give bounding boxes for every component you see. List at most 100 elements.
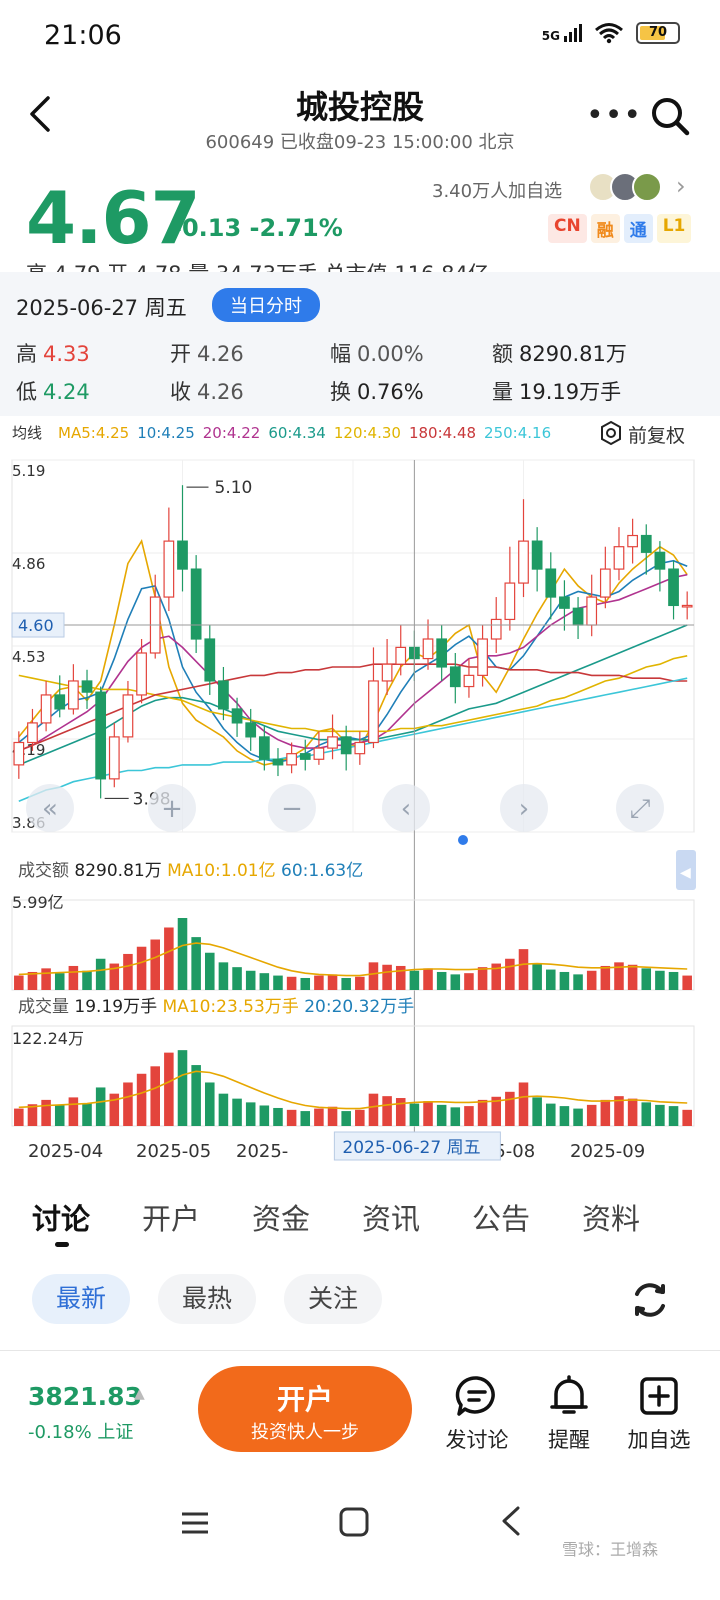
reminder-button[interactable]: 提醒: [524, 1374, 614, 1454]
amount-bar: [368, 962, 379, 990]
amount-bar: [300, 977, 311, 990]
follower-avatars[interactable]: [588, 172, 662, 202]
stat-label: 幅: [330, 342, 351, 366]
search-icon[interactable]: [648, 94, 692, 138]
chevron-right-icon[interactable]: ›: [676, 172, 686, 200]
home-icon[interactable]: [338, 1506, 370, 1538]
add-watchlist-button[interactable]: 加自选: [614, 1374, 704, 1454]
tab-5[interactable]: 资料: [582, 1202, 641, 1236]
candle-body: [163, 540, 175, 598]
fullscreen-icon-glyph: ⤢: [630, 794, 651, 824]
stat-label: 换: [330, 380, 351, 404]
amount-header-part: MA10:1.01亿: [162, 861, 276, 881]
candle: [231, 697, 243, 737]
candle-body: [681, 604, 693, 608]
candle: [668, 560, 679, 620]
more-dots-icon[interactable]: •••: [586, 98, 643, 133]
post-discussion-button[interactable]: 发讨论: [432, 1374, 522, 1454]
zoom-out-left-icon-bg: [26, 784, 74, 832]
candle-body: [627, 534, 638, 548]
candle-body: [654, 551, 666, 570]
candle: [177, 485, 188, 592]
open-account-button[interactable]: [198, 1366, 412, 1452]
amount-bar: [614, 962, 624, 990]
candle: [40, 680, 52, 732]
index-value[interactable]: 3821.83: [28, 1382, 142, 1411]
open-account-title: 开户: [276, 1383, 333, 1416]
quote-summary-row: 高 4.79 开 4.78 量 34.73万手 总市值 116.84亿: [26, 258, 489, 272]
filter-pill-1[interactable]: 最热: [158, 1274, 257, 1324]
amount-bar: [177, 918, 188, 990]
battery-icon: 70: [636, 22, 680, 44]
zoom-out-left-icon-glyph: «: [42, 794, 58, 824]
amount-bar: [546, 969, 556, 990]
amount-bar: [573, 974, 583, 990]
intraday-button[interactable]: 当日分时: [212, 288, 320, 322]
candle: [122, 680, 134, 743]
candle: [545, 552, 557, 620]
market-badge: L1: [656, 214, 692, 243]
amount-bar: [245, 970, 256, 990]
filter-pill-0[interactable]: 最新: [32, 1274, 131, 1324]
candle: [586, 574, 598, 637]
tab-3[interactable]: 资讯: [362, 1202, 421, 1236]
tab-4[interactable]: 公告: [472, 1202, 531, 1236]
index-change[interactable]: -0.18% 上证: [28, 1418, 133, 1444]
candle: [340, 725, 352, 771]
watch-count[interactable]: 3.40万人加自选: [432, 181, 563, 202]
adjust-settings-icon[interactable]: [598, 420, 624, 446]
crosshair-price: 4.60: [18, 616, 54, 635]
zoom-in-icon[interactable]: +: [148, 784, 196, 832]
candle: [477, 625, 488, 687]
volume-bar: [218, 1093, 229, 1126]
ma-legend: 均线 MA5:4.25 10:4.25 20:4.22 60:4.34 120:4.30 1…: [12, 422, 567, 443]
candle-body: [395, 646, 407, 665]
tab-2[interactable]: 资金: [252, 1202, 311, 1236]
candle-body: [572, 607, 584, 626]
battery-level: 70: [648, 25, 668, 40]
zoom-out-icon-bg: [268, 784, 316, 832]
candle: [449, 652, 461, 704]
candle-body: [108, 736, 120, 780]
candle-body: [436, 638, 448, 668]
candle: [81, 669, 93, 709]
menu-icon[interactable]: [180, 1510, 210, 1536]
candle-body: [81, 680, 93, 693]
amount-bar: [95, 958, 106, 990]
zoom-out-icon[interactable]: −: [268, 784, 316, 832]
candle: [504, 546, 516, 631]
ma-legend-item: 120:4.30: [333, 424, 401, 442]
kline-chart[interactable]: 5.194.864.534.193.865.103.984.60«+−‹›⤢成交…: [0, 450, 720, 1170]
status-icons: 5G 70: [542, 22, 680, 44]
nav-back-icon[interactable]: [496, 1504, 526, 1538]
page-dot-indicator: [458, 835, 468, 845]
volume-bar: [668, 1106, 679, 1126]
active-tab-indicator: [55, 1242, 69, 1247]
pan-right-icon[interactable]: ›: [500, 784, 548, 832]
volume-bar: [82, 1102, 92, 1126]
candle: [245, 708, 257, 751]
fullscreen-icon[interactable]: ⤢: [616, 784, 664, 832]
back-arrow-icon[interactable]: [22, 92, 58, 136]
amount-bar: [232, 967, 242, 990]
refresh-icon[interactable]: [628, 1278, 672, 1322]
market-badge: 通: [623, 214, 653, 243]
volume-header: 成交量 19.19万手 MA10:23.53万手 20:20.32万手: [18, 997, 414, 1017]
volume-bar: [450, 1107, 461, 1126]
amount-bar: [68, 965, 79, 990]
tab-0[interactable]: 讨论: [32, 1202, 91, 1236]
pan-left-icon[interactable]: ‹: [382, 784, 430, 832]
candle-body: [95, 691, 107, 780]
tab-1[interactable]: 开户: [142, 1202, 201, 1236]
candle-body: [136, 652, 147, 696]
candle: [95, 686, 107, 799]
candle: [204, 625, 216, 695]
candle-body: [368, 680, 379, 744]
filter-pill-2[interactable]: 关注: [284, 1274, 383, 1324]
volume-bar: [109, 1093, 120, 1126]
zoom-out-left-icon[interactable]: «: [26, 784, 74, 832]
candle-body: [586, 596, 598, 626]
panel-toggle-icon: ◀: [680, 865, 691, 881]
adjust-mode[interactable]: 前复权: [628, 425, 686, 447]
ma-legend-item: 180:4.48: [408, 424, 477, 442]
